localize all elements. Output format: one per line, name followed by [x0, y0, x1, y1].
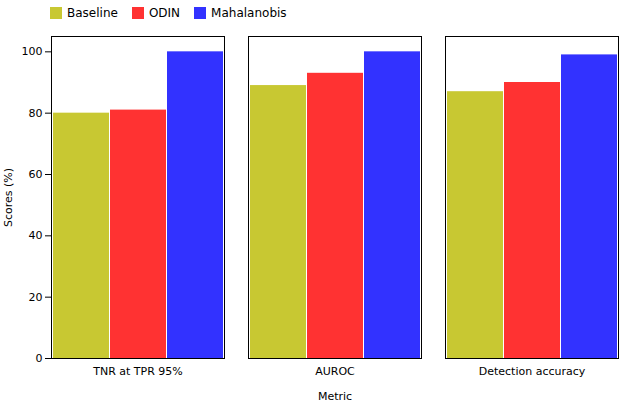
svg-text:Metric: Metric	[318, 390, 352, 403]
svg-text:100: 100	[22, 45, 43, 58]
html-text:ODIN: ODIN	[148, 6, 181, 20]
svg-text:20: 20	[29, 291, 43, 304]
html-text:Mahalanobis: Mahalanobis	[211, 6, 287, 20]
svg-text:0: 0	[36, 352, 43, 365]
svg-text:80: 80	[29, 107, 43, 120]
svg-text:Scores (%): Scores (%)	[2, 168, 15, 227]
svg-text:TNR at TPR 95%: TNR at TPR 95%	[92, 365, 183, 378]
svg-text:Detection accuracy: Detection accuracy	[479, 365, 586, 378]
svg-text:40: 40	[29, 229, 43, 242]
svg-text:60: 60	[29, 168, 43, 181]
html-text:Baseline: Baseline	[67, 6, 118, 20]
svg-text:AUROC: AUROC	[315, 365, 355, 378]
